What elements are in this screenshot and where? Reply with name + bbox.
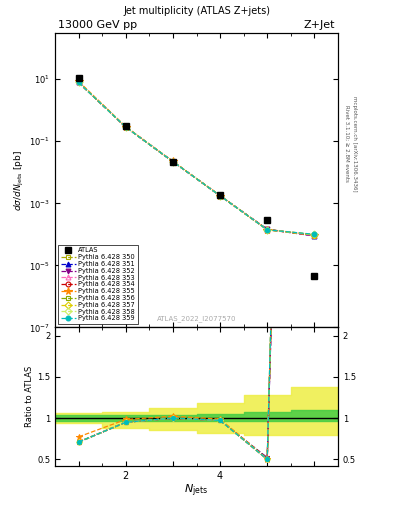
- Pythia 6.428 353: [265, 227, 270, 233]
- Line: Pythia 6.428 357: Pythia 6.428 357: [76, 80, 317, 238]
- Line: Pythia 6.428 352: Pythia 6.428 352: [76, 80, 317, 239]
- Line: Pythia 6.428 354: Pythia 6.428 354: [76, 80, 317, 238]
- Pythia 6.428 357: [265, 227, 270, 233]
- X-axis label: $N_{\rm jets}$: $N_{\rm jets}$: [184, 482, 209, 499]
- Pythia 6.428 350: [265, 226, 270, 232]
- Pythia 6.428 357: [312, 232, 317, 238]
- Pythia 6.428 359: [218, 193, 222, 199]
- Line: Pythia 6.428 353: Pythia 6.428 353: [76, 80, 317, 238]
- Pythia 6.428 355: [265, 226, 270, 232]
- Pythia 6.428 353: [76, 79, 81, 86]
- Pythia 6.428 351: [265, 226, 270, 232]
- Line: Pythia 6.428 356: Pythia 6.428 356: [76, 80, 317, 238]
- Line: Pythia 6.428 350: Pythia 6.428 350: [76, 80, 317, 238]
- ATLAS: [123, 123, 128, 130]
- ATLAS: [312, 273, 317, 279]
- Pythia 6.428 354: [218, 193, 222, 199]
- Y-axis label: $d\sigma/dN_{\rm jets}$ [pb]: $d\sigma/dN_{\rm jets}$ [pb]: [13, 150, 26, 211]
- Pythia 6.428 353: [171, 159, 175, 165]
- Pythia 6.428 358: [171, 159, 175, 165]
- Pythia 6.428 351: [171, 159, 175, 165]
- Pythia 6.428 355: [218, 193, 222, 199]
- Pythia 6.428 357: [171, 159, 175, 165]
- Pythia 6.428 356: [171, 159, 175, 165]
- Pythia 6.428 355: [123, 123, 128, 130]
- ATLAS: [265, 218, 270, 224]
- Text: Z+Jet: Z+Jet: [304, 20, 335, 30]
- Text: ATLAS_2022_I2077570: ATLAS_2022_I2077570: [157, 315, 236, 322]
- Line: Pythia 6.428 359: Pythia 6.428 359: [76, 80, 317, 237]
- ATLAS: [218, 193, 222, 199]
- Title: Jet multiplicity (ATLAS Z+jets): Jet multiplicity (ATLAS Z+jets): [123, 6, 270, 16]
- Pythia 6.428 350: [123, 124, 128, 130]
- Text: 13000 GeV pp: 13000 GeV pp: [58, 20, 137, 30]
- Pythia 6.428 352: [123, 124, 128, 130]
- Pythia 6.428 356: [218, 193, 222, 199]
- Pythia 6.428 357: [123, 124, 128, 130]
- Pythia 6.428 359: [265, 227, 270, 233]
- Pythia 6.428 350: [312, 232, 317, 238]
- Pythia 6.428 356: [312, 232, 317, 238]
- Pythia 6.428 359: [76, 79, 81, 86]
- ATLAS: [76, 75, 81, 81]
- Pythia 6.428 353: [312, 232, 317, 239]
- Pythia 6.428 350: [218, 193, 222, 199]
- Line: Pythia 6.428 351: Pythia 6.428 351: [76, 80, 317, 238]
- Pythia 6.428 356: [123, 124, 128, 130]
- Pythia 6.428 354: [76, 79, 81, 86]
- Pythia 6.428 352: [265, 226, 270, 232]
- Pythia 6.428 354: [265, 227, 270, 233]
- Pythia 6.428 355: [76, 78, 81, 84]
- Pythia 6.428 354: [171, 159, 175, 165]
- Line: Pythia 6.428 355: Pythia 6.428 355: [74, 77, 319, 239]
- Text: mcplots.cern.ch [arXiv:1306.3436]: mcplots.cern.ch [arXiv:1306.3436]: [352, 96, 357, 191]
- Pythia 6.428 358: [76, 79, 81, 86]
- Pythia 6.428 358: [218, 193, 222, 199]
- Pythia 6.428 358: [312, 231, 317, 238]
- Pythia 6.428 357: [76, 79, 81, 86]
- Pythia 6.428 358: [123, 124, 128, 130]
- Pythia 6.428 351: [123, 124, 128, 130]
- Pythia 6.428 356: [76, 79, 81, 86]
- Line: Pythia 6.428 358: Pythia 6.428 358: [76, 80, 317, 237]
- Pythia 6.428 353: [123, 124, 128, 130]
- Pythia 6.428 359: [171, 159, 175, 165]
- Pythia 6.428 356: [265, 227, 270, 233]
- Pythia 6.428 352: [171, 159, 175, 165]
- Legend: ATLAS, Pythia 6.428 350, Pythia 6.428 351, Pythia 6.428 352, Pythia 6.428 353, P: ATLAS, Pythia 6.428 350, Pythia 6.428 35…: [58, 245, 138, 324]
- ATLAS: [171, 159, 175, 165]
- Line: ATLAS: ATLAS: [75, 74, 318, 280]
- Pythia 6.428 350: [171, 159, 175, 165]
- Pythia 6.428 355: [171, 158, 175, 164]
- Pythia 6.428 351: [76, 79, 81, 86]
- Pythia 6.428 351: [218, 193, 222, 199]
- Pythia 6.428 355: [312, 231, 317, 238]
- Text: Rivet 3.1.10; ≥ 2.8M events: Rivet 3.1.10; ≥ 2.8M events: [344, 105, 349, 182]
- Pythia 6.428 357: [218, 193, 222, 199]
- Pythia 6.428 352: [76, 79, 81, 86]
- Pythia 6.428 354: [123, 124, 128, 130]
- Pythia 6.428 352: [312, 233, 317, 239]
- Pythia 6.428 350: [76, 79, 81, 86]
- Pythia 6.428 354: [312, 232, 317, 238]
- Pythia 6.428 359: [123, 124, 128, 130]
- Pythia 6.428 359: [312, 231, 317, 238]
- Pythia 6.428 351: [312, 232, 317, 239]
- Pythia 6.428 358: [265, 227, 270, 233]
- Y-axis label: Ratio to ATLAS: Ratio to ATLAS: [25, 366, 34, 428]
- Pythia 6.428 352: [218, 193, 222, 199]
- Pythia 6.428 353: [218, 193, 222, 199]
